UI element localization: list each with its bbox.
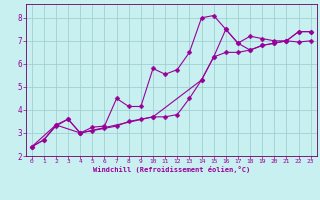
- X-axis label: Windchill (Refroidissement éolien,°C): Windchill (Refroidissement éolien,°C): [92, 166, 250, 173]
